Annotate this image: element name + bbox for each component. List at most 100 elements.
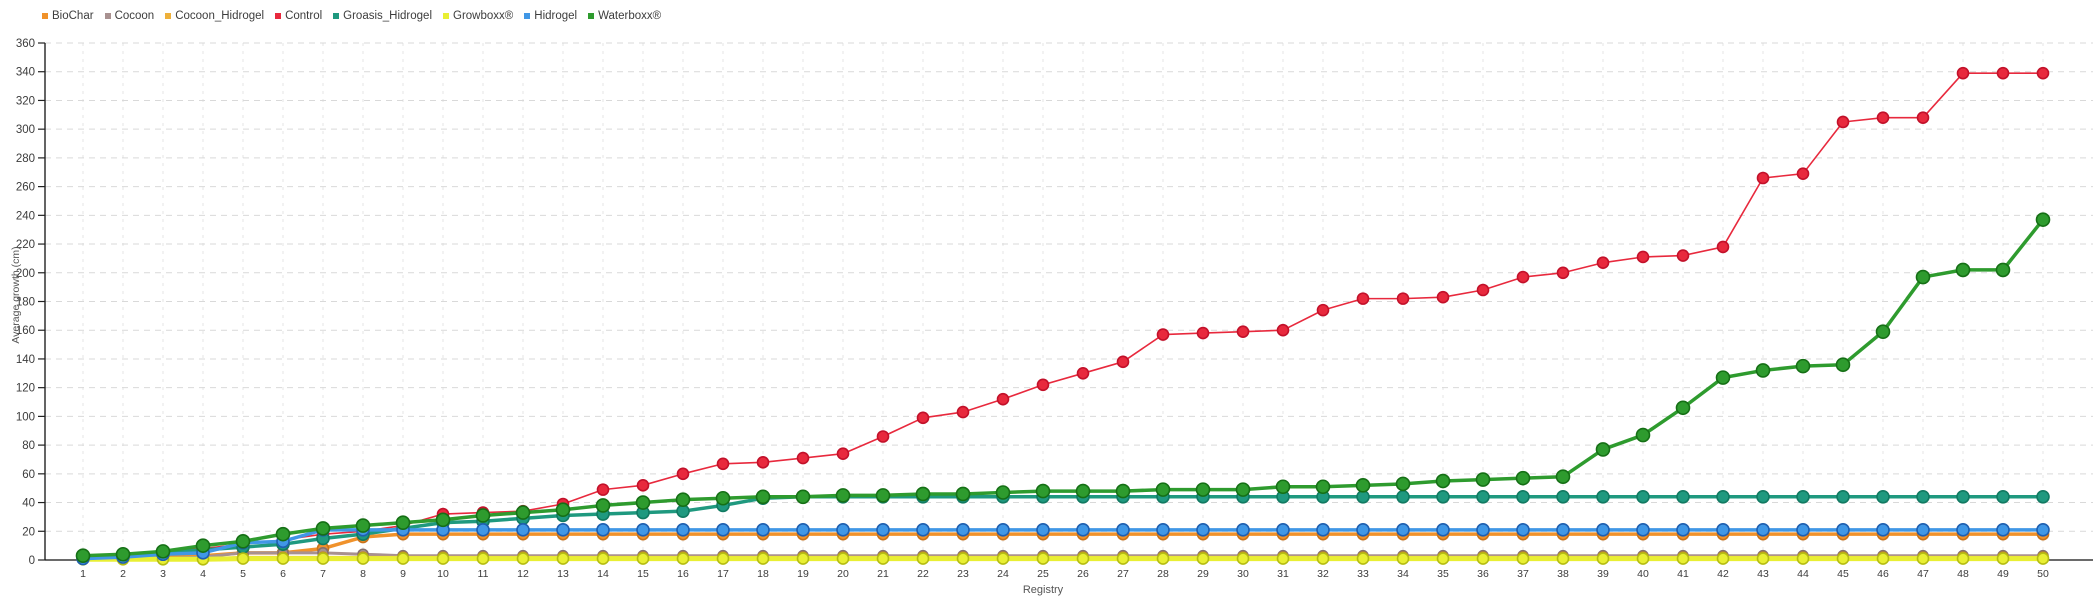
x-tick-label: 25 — [1037, 568, 1049, 580]
x-tick-label: 44 — [1797, 568, 1809, 580]
data-point — [1836, 115, 1850, 129]
data-point — [1756, 171, 1770, 185]
data-point — [516, 552, 530, 565]
legend-label: Control — [285, 10, 323, 22]
data-point — [916, 411, 930, 425]
legend-item-cocoon-hidrogel: Cocoon_Hidrogel — [165, 10, 264, 22]
data-point — [1476, 523, 1490, 537]
x-tick-label: 28 — [1157, 568, 1169, 580]
data-point — [675, 492, 691, 507]
data-point — [515, 505, 531, 520]
data-point — [1956, 552, 1970, 565]
x-axis-title: Registry — [1022, 584, 1064, 596]
x-tick-label: 46 — [1877, 568, 1889, 580]
data-point — [1795, 358, 1811, 374]
x-tick-label: 30 — [1237, 568, 1249, 580]
data-point — [1436, 490, 1450, 504]
data-point — [1516, 490, 1530, 504]
data-point — [2036, 490, 2050, 504]
data-point — [1835, 357, 1851, 372]
data-point — [396, 552, 410, 565]
data-point — [356, 552, 370, 565]
data-point — [435, 512, 451, 528]
data-point — [836, 447, 850, 461]
legend-item-control: Control — [275, 10, 322, 22]
data-point — [1676, 490, 1690, 504]
data-point — [1276, 323, 1290, 337]
y-tick-label: 360 — [16, 38, 35, 50]
data-point — [1956, 523, 1970, 537]
x-tick-label: 18 — [757, 568, 769, 580]
data-point — [1396, 523, 1410, 537]
legend-item-growboxx-: Growboxx® — [443, 10, 513, 22]
data-point — [1396, 552, 1410, 565]
data-point — [316, 552, 330, 565]
legend-label: Waterboxx® — [598, 10, 662, 22]
data-point — [1476, 552, 1490, 565]
data-point — [956, 523, 970, 537]
y-axis-ticks: 0 20 40 60 80 100 120 140 160 180 200 220 240 260 280 3… — [16, 38, 45, 567]
x-tick-label: 9 — [400, 568, 406, 580]
data-point — [1636, 490, 1650, 504]
data-point — [996, 392, 1010, 406]
data-point — [1516, 270, 1530, 284]
data-point — [1316, 303, 1330, 317]
x-tick-label: 34 — [1397, 568, 1409, 580]
data-point — [1596, 552, 1610, 565]
data-point — [996, 523, 1010, 537]
data-point — [1076, 367, 1090, 380]
data-point — [1756, 490, 1770, 504]
data-point — [1036, 523, 1050, 537]
data-point — [1796, 490, 1810, 504]
legend-swatch — [275, 13, 282, 19]
data-point — [1755, 363, 1771, 378]
y-tick-label: 160 — [16, 325, 35, 337]
legend-swatch — [443, 13, 450, 19]
data-point — [1115, 483, 1131, 499]
data-point — [1396, 490, 1410, 504]
data-point — [1276, 523, 1290, 537]
data-point — [1916, 111, 1930, 124]
data-point — [916, 552, 930, 565]
x-axis-ticks: 1 2 3 4 5 6 7 8 9 10 11 12 13 14 15 16 17 18 19 20 21 22 23 24 2… — [80, 560, 2049, 580]
data-point — [1356, 523, 1370, 537]
data-point — [1915, 269, 1931, 285]
data-point — [1195, 482, 1211, 497]
data-point — [275, 526, 291, 542]
data-point — [676, 552, 690, 565]
legend-swatch — [333, 13, 340, 19]
data-point — [1156, 552, 1170, 565]
y-tick-label: 300 — [16, 124, 35, 136]
y-tick-label: 0 — [29, 555, 35, 567]
x-tick-label: 13 — [557, 568, 569, 580]
data-point — [796, 523, 810, 537]
data-point — [1475, 472, 1491, 487]
data-point — [1836, 552, 1850, 565]
x-tick-label: 10 — [437, 568, 449, 580]
data-point — [1076, 523, 1090, 537]
data-point — [1155, 482, 1171, 497]
data-point — [1996, 490, 2010, 504]
data-point — [1556, 266, 1570, 280]
data-point — [555, 502, 571, 518]
data-point — [916, 523, 930, 537]
data-point — [1995, 262, 2011, 278]
x-tick-label: 47 — [1917, 568, 1929, 580]
data-point — [556, 552, 570, 565]
y-tick-label: 240 — [16, 210, 35, 222]
legend-label: Cocoon_Hidrogel — [175, 10, 265, 22]
series-cocoon — [77, 547, 2049, 565]
x-tick-label: 16 — [677, 568, 689, 580]
data-point — [1836, 490, 1850, 504]
data-point — [756, 552, 770, 565]
data-point — [1075, 483, 1091, 499]
data-point — [1316, 552, 1330, 565]
data-point — [315, 521, 331, 536]
x-tick-label: 38 — [1557, 568, 1569, 580]
x-tick-label: 5 — [240, 568, 246, 580]
data-point — [155, 544, 171, 559]
x-tick-label: 37 — [1517, 568, 1529, 580]
data-point — [876, 552, 890, 565]
data-point — [1076, 552, 1090, 565]
data-point — [1635, 427, 1651, 443]
